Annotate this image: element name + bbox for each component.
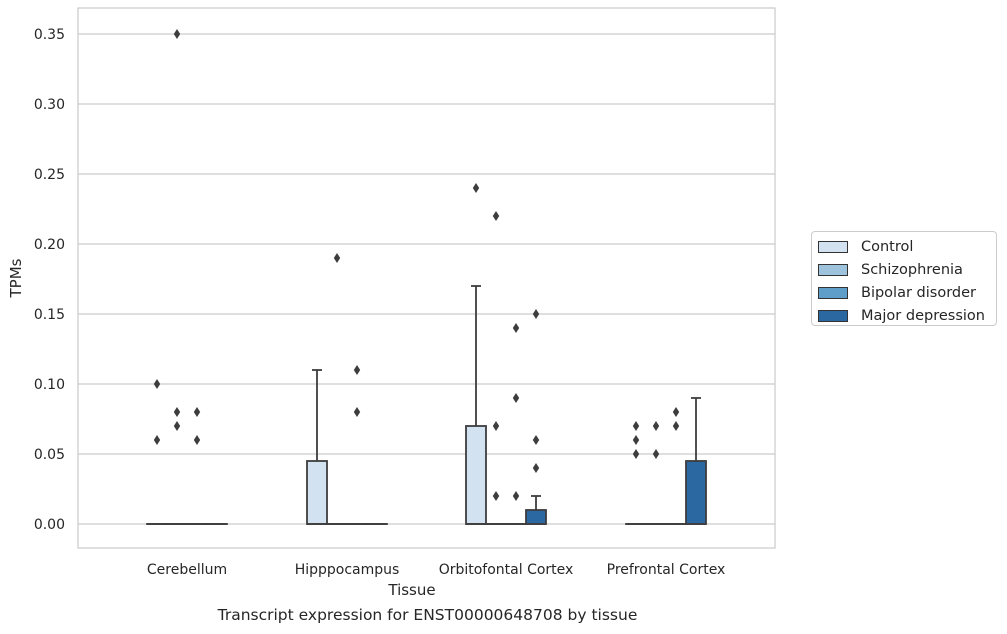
box-orbitofontal-cortex-major-depression [525,495,547,525]
box-body [465,425,487,525]
y-tick-0-15: 0.15 [34,307,65,323]
x-tick-cerebellum: Cerebellum [147,562,227,578]
outlier-point [173,407,181,417]
legend-swatch-schizophrenia [818,263,848,276]
outlier-point [652,421,660,431]
outlier-point [632,435,640,445]
legend-item-major-depression: Major depression [818,304,996,327]
chart-caption: Transcript expression for ENST0000064870… [217,606,638,624]
outlier-point [672,407,680,417]
x-tick-labels: Cerebellum Hipppocampus Orbitofontal Corte… [147,562,725,578]
plot-area-frame [77,7,776,549]
boxes [146,285,707,525]
x-tick-orbitofontal-cortex: Orbitofontal Cortex [439,562,574,578]
outlier-point [153,435,161,445]
outlier-point [333,253,341,263]
legend-label-control: Control [861,238,914,255]
outlier-point [193,435,201,445]
box-hipppocampus-control [306,369,328,525]
legend-swatch-bipolar-disorder [818,286,848,299]
legend: Control Schizophrenia Bipolar disorder M… [811,231,997,326]
box-prefrontal-cortex-major-depression [685,397,707,525]
box-body [685,460,707,525]
outlier-point [492,491,500,501]
x-axis-label: Tissue [387,581,435,599]
y-tick-0-20: 0.20 [34,237,65,253]
legend-swatch-control [818,240,848,253]
outlier-point [492,421,500,431]
legend-swatch-major-depression [818,309,848,322]
y-tick-0-30: 0.30 [34,97,65,113]
outlier-point [512,491,520,501]
legend-label-bipolar-disorder: Bipolar disorder [861,284,976,301]
legend-label-major-depression: Major depression [861,307,985,324]
outliers [153,29,680,501]
y-axis-label: TPMs [7,258,25,298]
outlier-point [532,463,540,473]
legend-label-schizophrenia: Schizophrenia [861,261,963,278]
outlier-point [193,407,201,417]
outlier-point [153,379,161,389]
outlier-point [512,323,520,333]
outlier-point [173,421,181,431]
x-tick-prefrontal-cortex: Prefrontal Cortex [607,562,726,578]
outlier-point [353,365,361,375]
x-tick-hipppocampus: Hipppocampus [295,562,400,578]
outlier-point [632,421,640,431]
outlier-point [532,309,540,319]
y-tick-0-00: 0.00 [34,517,65,533]
outlier-point [472,183,480,193]
outlier-point [353,407,361,417]
legend-item-schizophrenia: Schizophrenia [818,258,996,281]
y-tick-labels: 0.00 0.05 0.10 0.15 0.20 0.25 0.30 0.35 [34,27,65,533]
y-tick-0-35: 0.35 [34,27,65,43]
outlier-point [652,449,660,459]
grid-lines [78,33,775,525]
legend-item-bipolar-disorder: Bipolar disorder [818,281,996,304]
legend-item-control: Control [818,235,996,258]
outlier-point [512,393,520,403]
outlier-point [492,211,500,221]
box-body [525,509,547,525]
y-tick-0-10: 0.10 [34,377,65,393]
outlier-point [532,435,540,445]
outlier-point [173,29,181,39]
y-tick-0-25: 0.25 [34,167,65,183]
y-tick-0-05: 0.05 [34,447,65,463]
outlier-point [632,449,640,459]
box-orbitofontal-cortex-control [465,285,487,525]
box-body [306,460,328,525]
outlier-point [672,421,680,431]
